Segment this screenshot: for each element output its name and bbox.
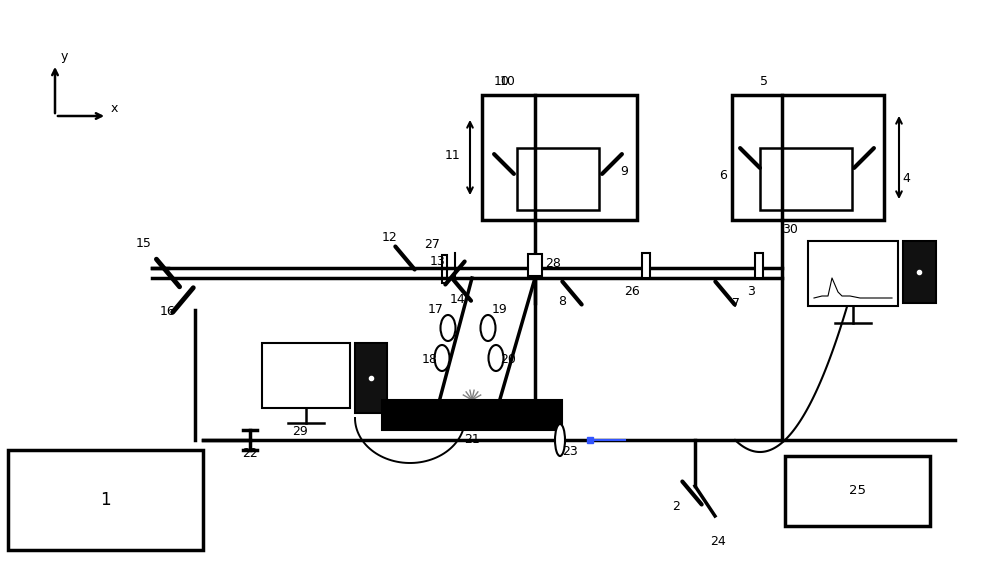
Text: 20: 20: [500, 353, 516, 366]
Text: 2: 2: [672, 500, 680, 513]
Text: 17: 17: [428, 303, 444, 316]
Text: 7: 7: [732, 297, 740, 310]
Text: 13: 13: [429, 255, 445, 268]
Bar: [517, 148, 599, 210]
Bar: [262, 343, 350, 408]
Text: 24: 24: [710, 535, 726, 548]
Bar: [8, 450, 203, 550]
Text: 15: 15: [136, 237, 152, 250]
Ellipse shape: [489, 345, 504, 371]
Ellipse shape: [435, 345, 450, 371]
Ellipse shape: [481, 315, 496, 341]
Text: 29: 29: [292, 425, 308, 438]
Text: 6: 6: [719, 169, 727, 182]
Bar: [528, 254, 542, 276]
Bar: [903, 241, 936, 303]
Text: 8: 8: [558, 295, 566, 308]
Bar: [755, 253, 763, 278]
Bar: [442, 255, 447, 283]
Ellipse shape: [555, 424, 565, 456]
Bar: [760, 148, 852, 210]
Bar: [642, 253, 650, 278]
Text: 4: 4: [902, 172, 910, 185]
Text: 30: 30: [782, 223, 798, 236]
Bar: [732, 95, 884, 220]
Text: 27: 27: [424, 238, 440, 251]
Bar: [808, 241, 898, 306]
Text: 26: 26: [624, 285, 640, 298]
Text: x: x: [111, 102, 118, 115]
Text: 3: 3: [747, 285, 755, 298]
Text: 22: 22: [242, 447, 258, 460]
Bar: [482, 95, 637, 220]
Text: 12: 12: [382, 231, 398, 244]
Text: 18: 18: [422, 353, 438, 366]
Bar: [355, 343, 387, 413]
Text: 16: 16: [160, 305, 176, 318]
Text: y: y: [61, 50, 68, 63]
Text: 25: 25: [849, 484, 866, 498]
Bar: [785, 456, 930, 526]
Text: 10: 10: [500, 75, 516, 88]
Text: 14: 14: [450, 293, 466, 306]
Text: 19: 19: [492, 303, 508, 316]
Text: 9: 9: [620, 165, 628, 178]
Text: 21: 21: [464, 433, 480, 446]
Text: 11: 11: [444, 149, 460, 162]
Text: 28: 28: [545, 257, 561, 270]
Text: 23: 23: [562, 445, 578, 458]
Text: 10: 10: [494, 75, 510, 88]
Text: 1: 1: [100, 491, 111, 509]
Text: 5: 5: [760, 75, 768, 88]
Ellipse shape: [441, 315, 456, 341]
Bar: [382, 400, 562, 430]
